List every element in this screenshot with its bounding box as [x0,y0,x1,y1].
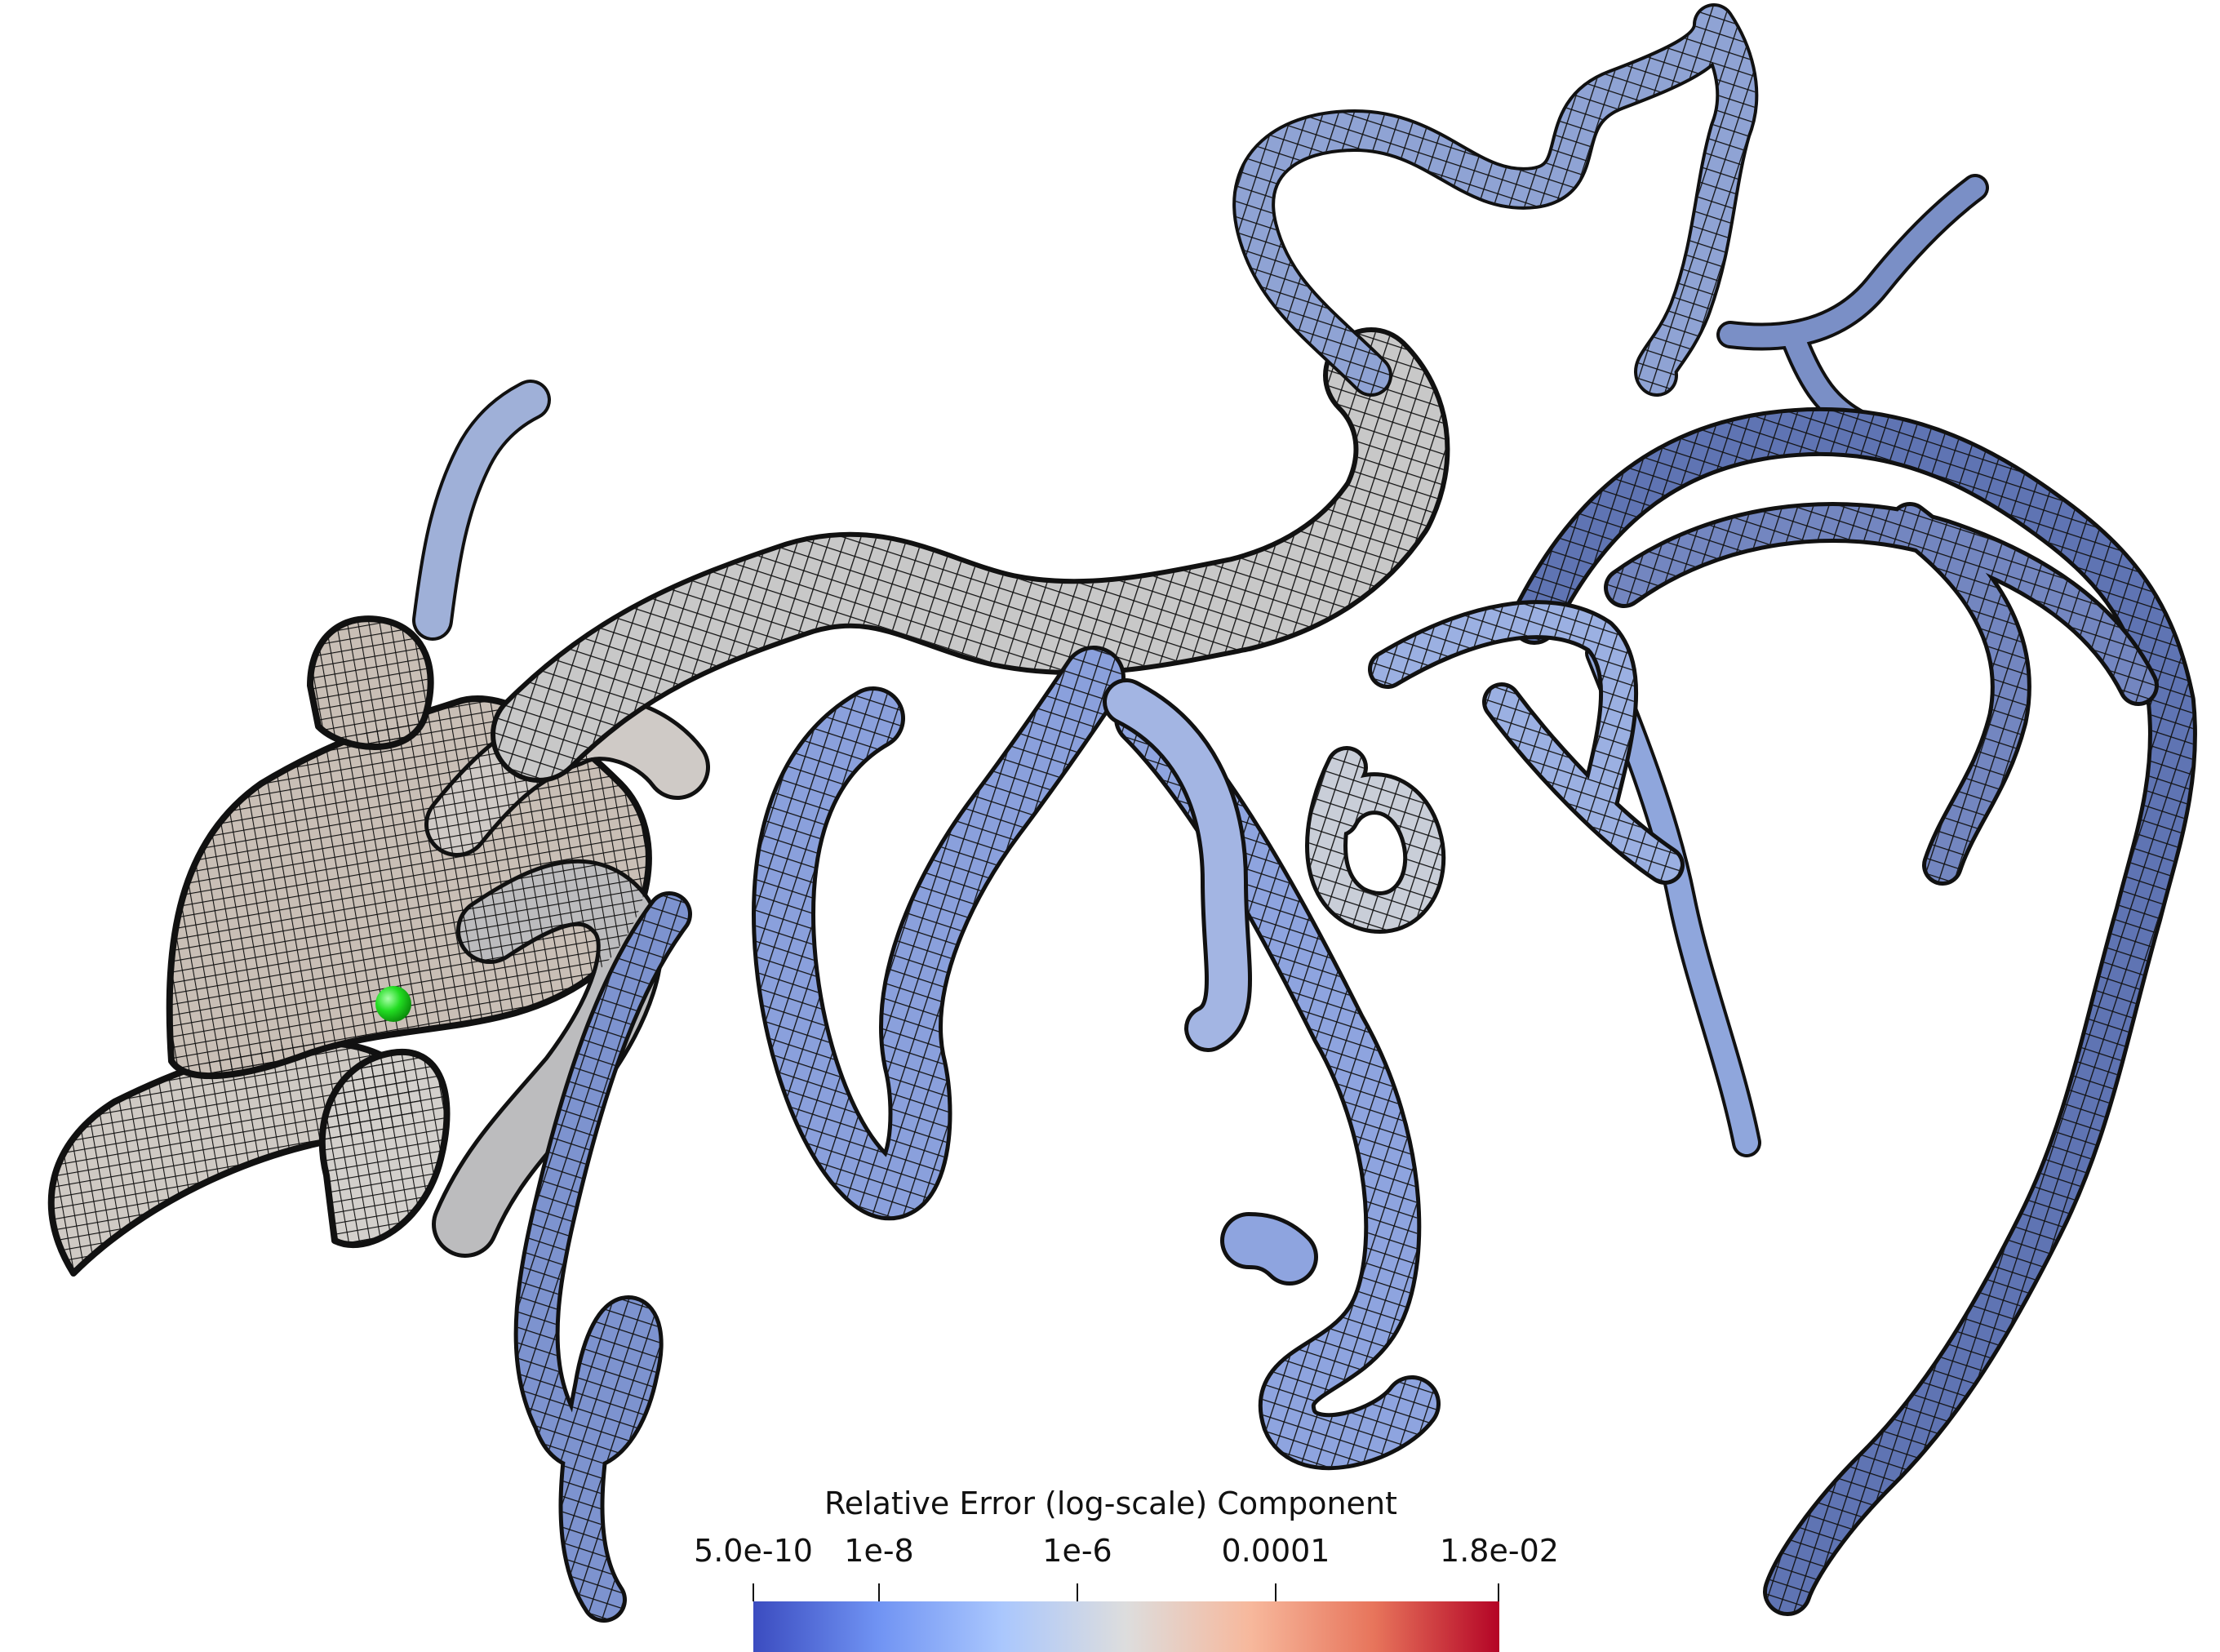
seed-point-marker[interactable] [375,986,411,1022]
upper-loop-vessel [1232,3,1989,438]
main-trunk-vessel [491,327,1450,783]
right-arch-vessels [1510,406,2197,1616]
middle-descending-vessels [513,600,1685,1623]
